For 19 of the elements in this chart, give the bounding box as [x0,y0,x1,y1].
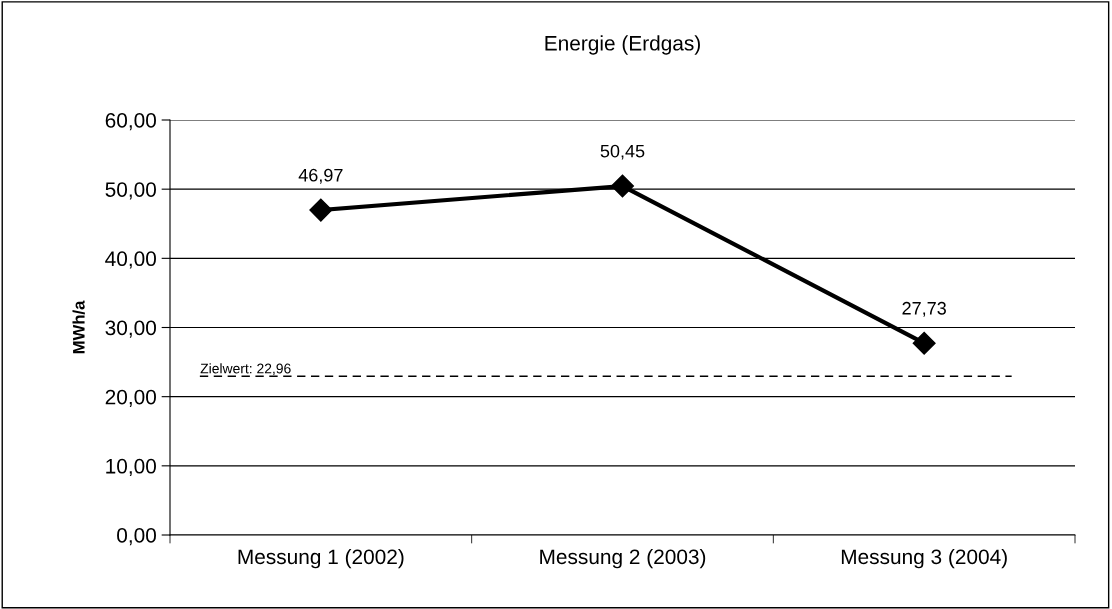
data-label: 50,45 [600,144,645,160]
chart-title: Energie (Erdgas) [545,35,700,55]
y-tick-label: 30,00 [105,320,156,338]
y-tick-label: 20,00 [105,389,156,407]
x-tick-label: Messung 3 (2004) [841,548,1007,569]
y-axis-title: MWh/a [72,300,85,354]
y-tick-label: 60,00 [105,113,156,131]
y-tick-label: 0,00 [117,528,156,546]
ref-line-label: Zielwert: 22,96 [200,363,291,376]
point [912,331,936,355]
x-tick-label: Messung 1 (2002) [238,548,404,569]
y-tick-label: 50,00 [105,182,156,200]
y-tick-label: 10,00 [106,458,156,477]
point [611,174,634,198]
data-label: 27,73 [902,301,946,317]
x-tick-label: Messung 2 (2003) [540,548,706,569]
point [309,198,333,222]
y-tick-label: 40,00 [105,251,156,269]
data-label: 46,97 [298,168,343,184]
